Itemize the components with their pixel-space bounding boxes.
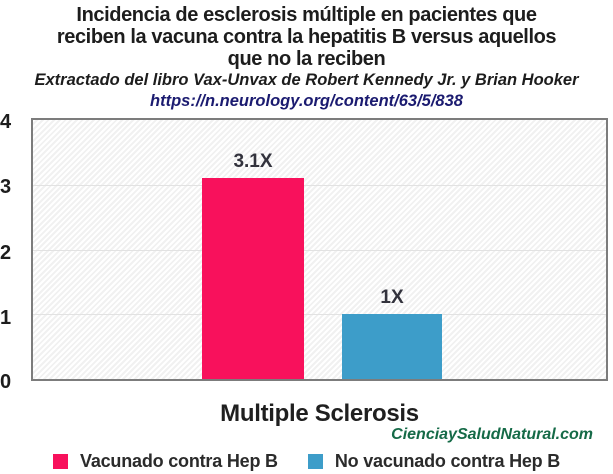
bar-value-label-unvaccinated: 1X (380, 287, 404, 309)
gridline-2 (33, 249, 606, 251)
legend-swatch-unvaccinated (307, 454, 323, 469)
bar-group-unvaccinated: 1X (342, 120, 442, 379)
y-axis-tick-0: 0 (0, 371, 12, 393)
source-url-text: https://n.neurology.org/content/63/5/838 (150, 92, 463, 110)
y-axis-tick-3: 3 (0, 176, 12, 198)
chart-title-line3: que no la reciben (227, 48, 386, 70)
bar-group-vaccinated: 3.1X (202, 120, 304, 379)
plot-area: 3.1X 1X (31, 118, 608, 381)
y-axis-tick-1: 1 (0, 307, 12, 329)
gridline-1 (33, 314, 606, 316)
y-axis-tick-4: 4 (0, 111, 12, 133)
bar-unvaccinated (342, 314, 442, 379)
chart-title-line2: reciben la vacuna contra la hepatitis B … (56, 26, 557, 48)
legend-item-unvaccinated: No vacunado contra Hep B (307, 451, 561, 472)
bar-value-label-vaccinated: 3.1X (233, 151, 273, 173)
chart-subtitle: Extractado del libro Vax-Unvax de Robert… (34, 71, 579, 89)
legend-item-vaccinated: Vacunado contra Hep B (53, 451, 278, 472)
legend-swatch-vaccinated (53, 454, 68, 469)
legend-label-vaccinated: Vacunado contra Hep B (80, 451, 278, 471)
gridline-3 (33, 184, 606, 186)
x-axis-category-label: Multiple Sclerosis (220, 400, 419, 427)
chart-title: Incidencia de esclerosis múltiple en pac… (0, 4, 613, 70)
chart-title-line1: Incidencia de esclerosis múltiple en pac… (76, 4, 537, 26)
watermark-text: CienciaySaludNatural.com (391, 426, 593, 443)
legend: Vacunado contra Hep B No vacunado contra… (53, 451, 613, 472)
legend-label-unvaccinated: No vacunado contra Hep B (334, 451, 561, 471)
bar-vaccinated (202, 178, 304, 379)
y-axis-tick-2: 2 (0, 242, 12, 264)
